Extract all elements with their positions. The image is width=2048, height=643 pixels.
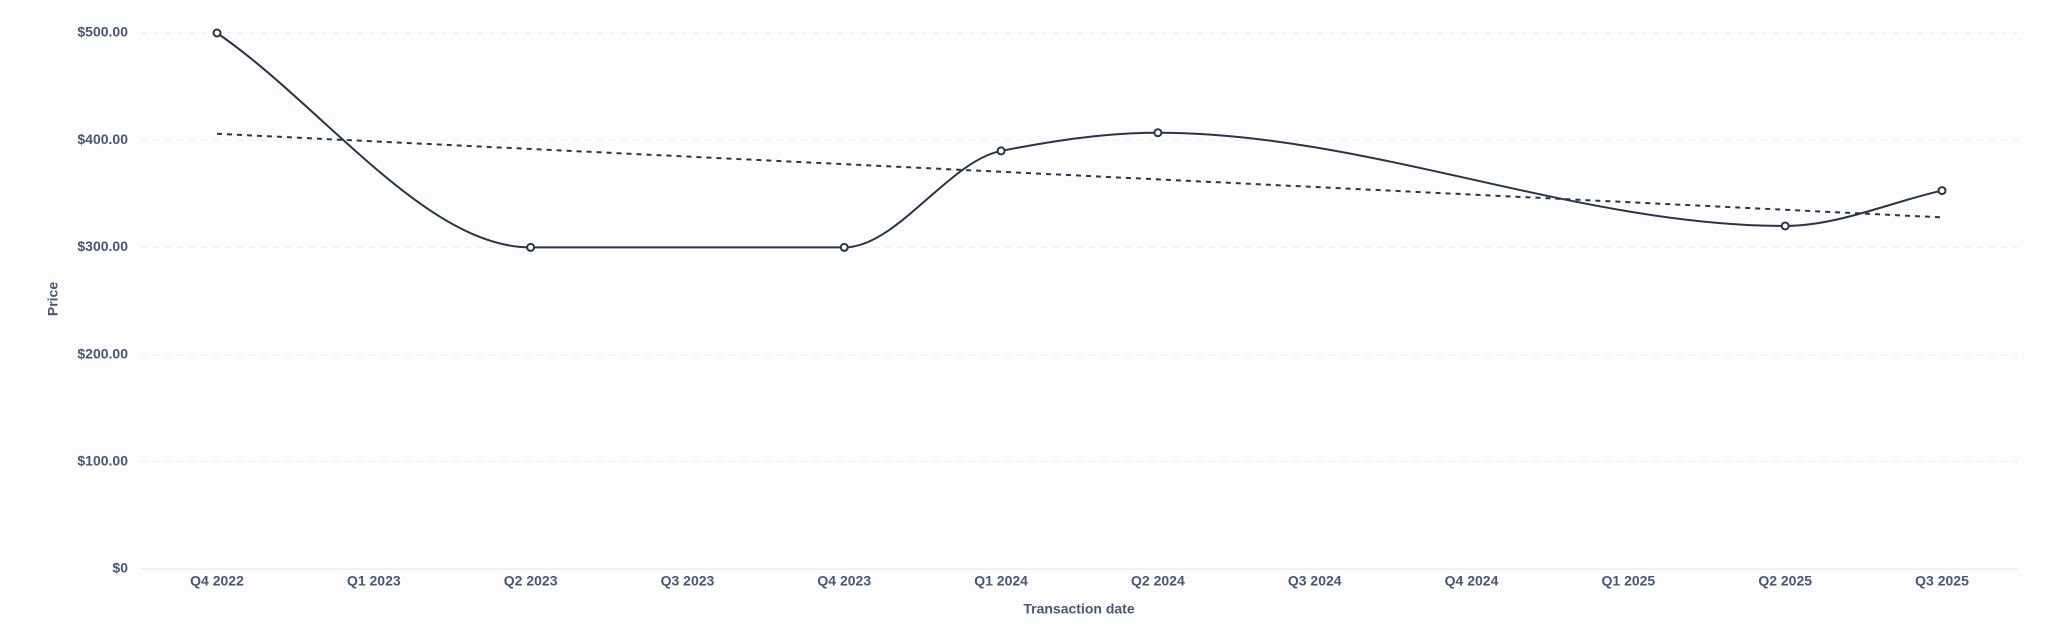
point — [1937, 186, 1947, 196]
point — [839, 242, 849, 252]
x-tick-label: Q4 2024 — [1445, 573, 1499, 589]
x-tick-label: Q4 2022 — [190, 573, 244, 589]
point — [1780, 221, 1790, 231]
point — [1153, 128, 1163, 138]
x-tick-label: Q2 2025 — [1758, 573, 1812, 589]
y-tick-label: $500.00 — [77, 24, 128, 40]
x-tick-label: Q3 2024 — [1288, 573, 1342, 589]
y-axis-title: Price — [45, 282, 61, 316]
x-tick-label: Q2 2023 — [504, 573, 558, 589]
trend-line — [216, 132, 1943, 219]
x-tick-label: Q2 2024 — [1131, 573, 1185, 589]
x-tick-label: Q3 2023 — [661, 573, 715, 589]
point — [526, 242, 536, 252]
point — [212, 28, 222, 38]
x-tick-label: Q1 2024 — [974, 573, 1028, 589]
x-tick-label: Q1 2023 — [347, 573, 401, 589]
x-tick-label: Q4 2023 — [817, 573, 871, 589]
x-tick-label: Q1 2025 — [1602, 573, 1656, 589]
y-tick-label: $100.00 — [77, 453, 128, 469]
x-tick-label: Q3 2025 — [1915, 573, 1969, 589]
y-tick-label: $0 — [112, 560, 128, 576]
y-tick-label: $400.00 — [77, 131, 128, 147]
y-tick-label: $300.00 — [77, 238, 128, 254]
y-tick-label: $200.00 — [77, 345, 128, 361]
x-axis-title: Transaction date — [1023, 601, 1134, 617]
point — [996, 146, 1006, 156]
